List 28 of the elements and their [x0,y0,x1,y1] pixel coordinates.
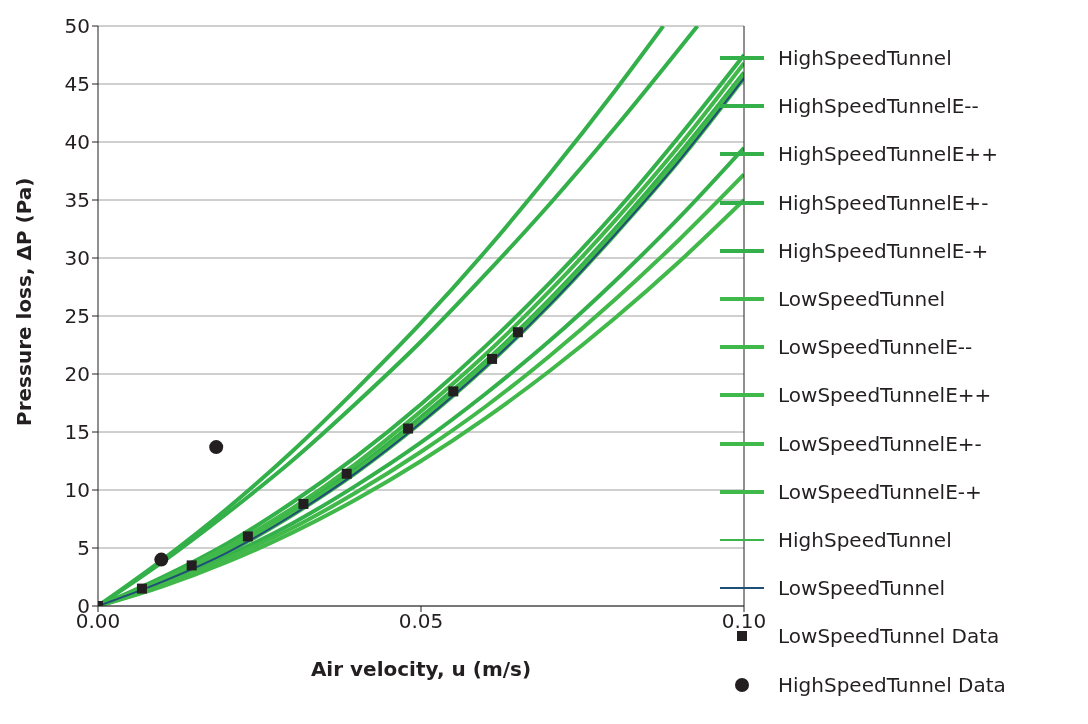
legend-label: HighSpeedTunnelE-+ [778,238,989,263]
legend-label: LowSpeedTunnel [778,287,946,312]
y-axis-title: Pressure loss, ΔP (Pa) [12,177,37,426]
legend-label: LowSpeedTunnelE-+ [778,479,982,504]
legend-label: HighSpeedTunnel [778,46,952,71]
y-tick-label: 10 [64,478,90,503]
y-tick-label: 35 [64,188,90,213]
legend-label: HighSpeedTunnelE-- [778,94,979,119]
y-tick-label: 25 [64,304,90,329]
x-tick-label: 0.05 [398,609,444,634]
y-tick-label: 5 [77,536,90,561]
legend-label: HighSpeedTunnel Data [778,672,1006,697]
x-axis-title: Air velocity, u (m/s) [310,657,532,681]
legend-label: HighSpeedTunnelE+- [778,190,989,215]
x-tick-label: 0.10 [721,609,767,634]
legend-label: HighSpeedTunnel [778,527,952,552]
y-tick-label: 15 [64,420,90,445]
legend-label: LowSpeedTunnelE-- [778,335,973,360]
legend-label: LowSpeedTunnel Data [778,624,1000,649]
legend-label: LowSpeedTunnelE+- [778,431,982,456]
y-tick-label: 20 [64,362,90,387]
y-tick-label: 40 [64,130,90,155]
legend-label: HighSpeedTunnelE++ [778,142,998,167]
legend-label: LowSpeedTunnelE++ [778,383,992,408]
legend-label: LowSpeedTunnel [778,576,946,601]
y-tick-label: 30 [64,246,90,271]
y-tick-label: 45 [64,72,90,97]
y-tick-label: 50 [64,14,90,39]
